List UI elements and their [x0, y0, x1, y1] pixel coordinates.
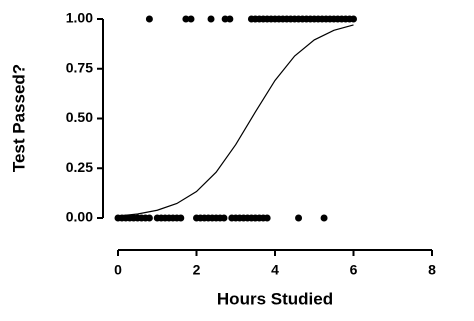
x-tick-label: 2	[193, 262, 201, 278]
point	[207, 15, 215, 23]
y-axis-title: Test Passed?	[9, 64, 28, 172]
x-tick-label: 8	[428, 262, 436, 278]
point	[295, 214, 303, 222]
point	[187, 15, 195, 23]
x-tick-label: 0	[114, 262, 122, 278]
y-tick-label: 0.25	[66, 159, 93, 175]
y-tick-label: 0.00	[66, 209, 93, 225]
point	[145, 15, 153, 23]
fit-curve	[117, 24, 354, 217]
x-tick-label: 4	[271, 262, 279, 278]
point	[145, 214, 153, 222]
point	[320, 214, 328, 222]
point	[350, 15, 357, 23]
y-tick-label: 0.50	[66, 109, 93, 125]
point	[220, 214, 228, 222]
y-tick-label: 0.75	[66, 59, 93, 75]
x-tick-label: 6	[350, 262, 358, 278]
point	[177, 214, 185, 222]
point	[226, 15, 234, 23]
y-tick-label: 1.00	[66, 10, 93, 26]
point	[263, 214, 271, 222]
point	[182, 15, 190, 23]
x-axis-title: Hours Studied	[217, 289, 333, 308]
